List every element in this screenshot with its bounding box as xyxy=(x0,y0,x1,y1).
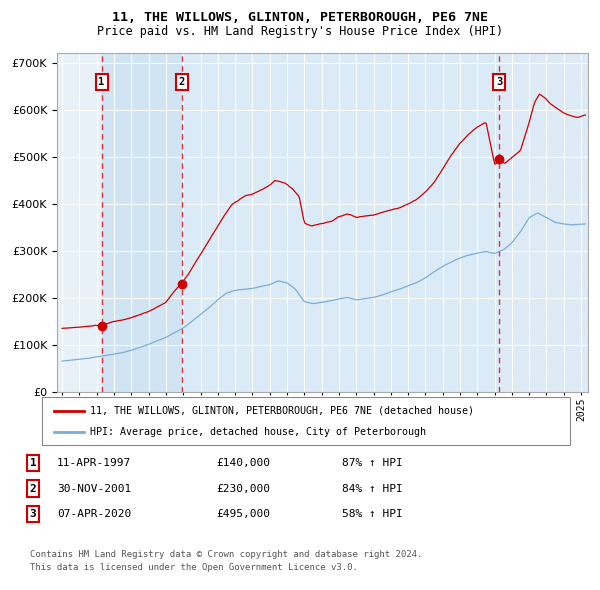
Text: 07-APR-2020: 07-APR-2020 xyxy=(57,509,131,519)
Text: Price paid vs. HM Land Registry's House Price Index (HPI): Price paid vs. HM Land Registry's House … xyxy=(97,25,503,38)
Text: 84% ↑ HPI: 84% ↑ HPI xyxy=(342,484,403,493)
Text: 3: 3 xyxy=(496,77,502,87)
Text: This data is licensed under the Open Government Licence v3.0.: This data is licensed under the Open Gov… xyxy=(30,563,358,572)
Text: 3: 3 xyxy=(29,509,37,519)
Text: Contains HM Land Registry data © Crown copyright and database right 2024.: Contains HM Land Registry data © Crown c… xyxy=(30,550,422,559)
Text: 1: 1 xyxy=(98,77,105,87)
Text: 87% ↑ HPI: 87% ↑ HPI xyxy=(342,458,403,468)
Text: 1: 1 xyxy=(29,458,37,468)
Bar xyxy=(101,53,182,392)
Text: 2: 2 xyxy=(179,77,185,87)
Text: £140,000: £140,000 xyxy=(216,458,270,468)
Bar xyxy=(182,53,499,392)
Text: 58% ↑ HPI: 58% ↑ HPI xyxy=(342,509,403,519)
Text: £495,000: £495,000 xyxy=(216,509,270,519)
Text: 11, THE WILLOWS, GLINTON, PETERBOROUGH, PE6 7NE: 11, THE WILLOWS, GLINTON, PETERBOROUGH, … xyxy=(112,11,488,24)
Text: £230,000: £230,000 xyxy=(216,484,270,493)
Text: HPI: Average price, detached house, City of Peterborough: HPI: Average price, detached house, City… xyxy=(90,427,426,437)
Text: 2: 2 xyxy=(29,484,37,493)
Text: 11-APR-1997: 11-APR-1997 xyxy=(57,458,131,468)
Text: 11, THE WILLOWS, GLINTON, PETERBOROUGH, PE6 7NE (detached house): 11, THE WILLOWS, GLINTON, PETERBOROUGH, … xyxy=(90,405,474,415)
Text: 30-NOV-2001: 30-NOV-2001 xyxy=(57,484,131,493)
Bar xyxy=(499,53,588,392)
